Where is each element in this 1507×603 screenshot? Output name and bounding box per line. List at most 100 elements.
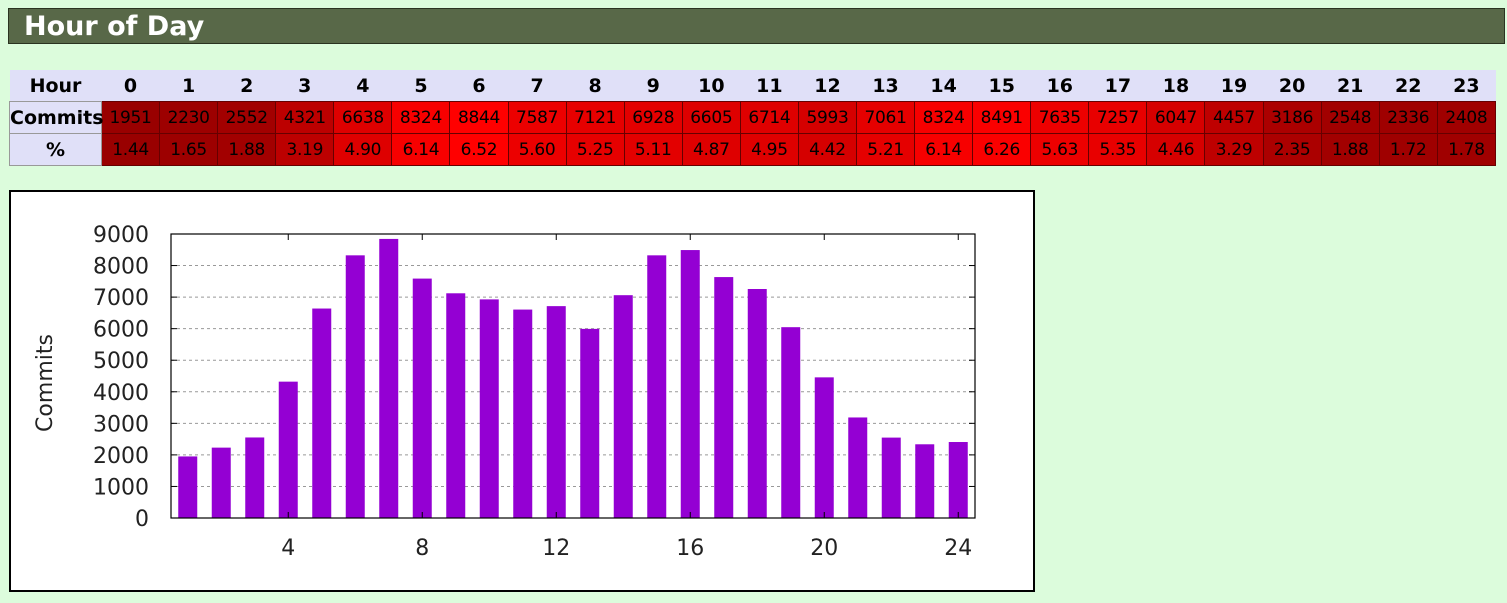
percent-cell: 1.72 bbox=[1378, 133, 1438, 166]
x-tick-label: 4 bbox=[281, 536, 295, 561]
bar bbox=[747, 289, 767, 518]
hour-header: 18 bbox=[1146, 70, 1205, 102]
commits-cell: 7635 bbox=[1030, 101, 1090, 134]
percent-cell: 4.90 bbox=[333, 133, 393, 166]
y-axis-title: Commits bbox=[33, 334, 58, 432]
section-header: Hour of Day bbox=[8, 8, 1505, 44]
bar bbox=[278, 381, 298, 518]
hour-header: 17 bbox=[1088, 70, 1147, 102]
y-tick-label: 0 bbox=[135, 507, 149, 532]
commits-cell: 2552 bbox=[217, 101, 277, 134]
commits-cell: 2230 bbox=[159, 101, 219, 134]
bar bbox=[613, 295, 633, 518]
hour-header: 4 bbox=[333, 70, 392, 102]
plot-frame bbox=[170, 233, 976, 519]
hour-header: 6 bbox=[449, 70, 509, 102]
hour-header: 16 bbox=[1030, 70, 1089, 102]
bar bbox=[580, 328, 600, 518]
bar bbox=[546, 306, 566, 518]
bar bbox=[312, 308, 332, 518]
commits-cell: 7257 bbox=[1088, 101, 1148, 134]
hour-header: 10 bbox=[682, 70, 741, 102]
y-tick-label: 3000 bbox=[93, 412, 149, 437]
bar bbox=[915, 444, 935, 518]
x-tick-label: 16 bbox=[676, 536, 704, 561]
y-tick-label: 7000 bbox=[93, 286, 149, 311]
percent-cell: 1.65 bbox=[159, 133, 219, 166]
commits-cell: 6714 bbox=[739, 101, 799, 134]
percent-cell: 5.21 bbox=[856, 133, 916, 166]
hour-header: 23 bbox=[1437, 70, 1496, 102]
commits-cell: 8491 bbox=[972, 101, 1032, 134]
hour-header: 2 bbox=[217, 70, 276, 102]
x-tick-label: 12 bbox=[542, 536, 570, 561]
hour-header: 12 bbox=[798, 70, 857, 102]
bar bbox=[714, 277, 734, 518]
chart-svg: Commits 0 1000 2000 3000 4000 5000 6000 7000 800… bbox=[33, 223, 976, 561]
bar bbox=[245, 437, 265, 518]
percent-cell: 3.29 bbox=[1204, 133, 1264, 166]
bar bbox=[412, 278, 432, 518]
commits-cell: 2408 bbox=[1436, 101, 1497, 134]
y-tick-label: 4000 bbox=[93, 381, 149, 406]
hour-header: 13 bbox=[856, 70, 915, 102]
hour-row: Hour 0 1 2 3 4 5 6 7 8 9 10 11 12 13 14 15 16 17 18 19 20 21 2… bbox=[9, 70, 1496, 102]
commits-cell: 8844 bbox=[449, 101, 509, 134]
commits-cell: 4321 bbox=[275, 101, 335, 134]
hour-header: 9 bbox=[624, 70, 683, 102]
hour-header: 7 bbox=[508, 70, 567, 102]
commits-cell: 1951 bbox=[100, 101, 161, 134]
bar bbox=[948, 442, 968, 518]
x-tick-label: 24 bbox=[944, 536, 972, 561]
commits-cell: 7587 bbox=[507, 101, 567, 134]
y-tick-label: 5000 bbox=[93, 349, 149, 374]
bar bbox=[178, 456, 198, 518]
commits-cell: 8324 bbox=[391, 101, 451, 134]
percent-cell: 6.52 bbox=[449, 133, 509, 166]
commits-cell: 2336 bbox=[1378, 101, 1438, 134]
y-tick-label: 6000 bbox=[93, 318, 149, 343]
commits-cell: 6605 bbox=[681, 101, 741, 134]
x-tick-label: 8 bbox=[415, 536, 429, 561]
percent-cell: 6.26 bbox=[972, 133, 1032, 166]
hour-header: 14 bbox=[914, 70, 973, 102]
commits-cell: 6047 bbox=[1146, 101, 1206, 134]
hour-header: 20 bbox=[1263, 70, 1322, 102]
hour-header: 21 bbox=[1321, 70, 1380, 102]
commits-row-label: Commits bbox=[9, 101, 104, 134]
commits-cell: 8324 bbox=[914, 101, 974, 134]
bar bbox=[680, 250, 700, 519]
bar bbox=[211, 447, 231, 518]
hour-header: 0 bbox=[101, 70, 160, 102]
percent-cell: 1.88 bbox=[1320, 133, 1380, 166]
percent-cell: 4.87 bbox=[681, 133, 741, 166]
commits-cell: 5993 bbox=[797, 101, 858, 134]
hour-of-day-table: Hour 0 1 2 3 4 5 6 7 8 9 10 11 12 13 14 15 16 17 18 19 20 21 2… bbox=[9, 70, 1497, 166]
percent-cell: 5.35 bbox=[1088, 133, 1148, 166]
commits-cell: 7121 bbox=[565, 101, 625, 134]
percent-cell: 1.78 bbox=[1436, 133, 1497, 166]
section-title: Hour of Day bbox=[24, 11, 205, 42]
hour-row-label: Hour bbox=[9, 70, 102, 102]
percent-cell: 6.14 bbox=[391, 133, 451, 166]
percent-cell: 1.44 bbox=[100, 133, 161, 166]
bar bbox=[345, 255, 365, 519]
commits-cell: 3186 bbox=[1262, 101, 1322, 134]
bar bbox=[479, 299, 499, 518]
bar bbox=[781, 327, 801, 518]
commits-row: Commits 1951 2230 2552 4321 6638 8324 8844 7587… bbox=[9, 101, 1497, 134]
hour-header: 5 bbox=[391, 70, 450, 102]
x-tick-label: 20 bbox=[810, 536, 838, 561]
hour-of-day-chart: Commits 0 1000 2000 3000 4000 5000 6000 7000 800… bbox=[9, 190, 1035, 592]
y-tick-label: 1000 bbox=[93, 475, 149, 500]
commits-cell: 6928 bbox=[623, 101, 683, 134]
bar bbox=[379, 238, 399, 518]
percent-cell: 4.95 bbox=[739, 133, 799, 166]
percent-row-label: % bbox=[9, 133, 102, 166]
y-tick-label: 2000 bbox=[93, 444, 149, 469]
bar bbox=[647, 255, 667, 519]
hour-header: 11 bbox=[740, 70, 799, 102]
percent-cell: 5.63 bbox=[1030, 133, 1090, 166]
bar bbox=[513, 309, 533, 518]
bar bbox=[446, 293, 466, 518]
